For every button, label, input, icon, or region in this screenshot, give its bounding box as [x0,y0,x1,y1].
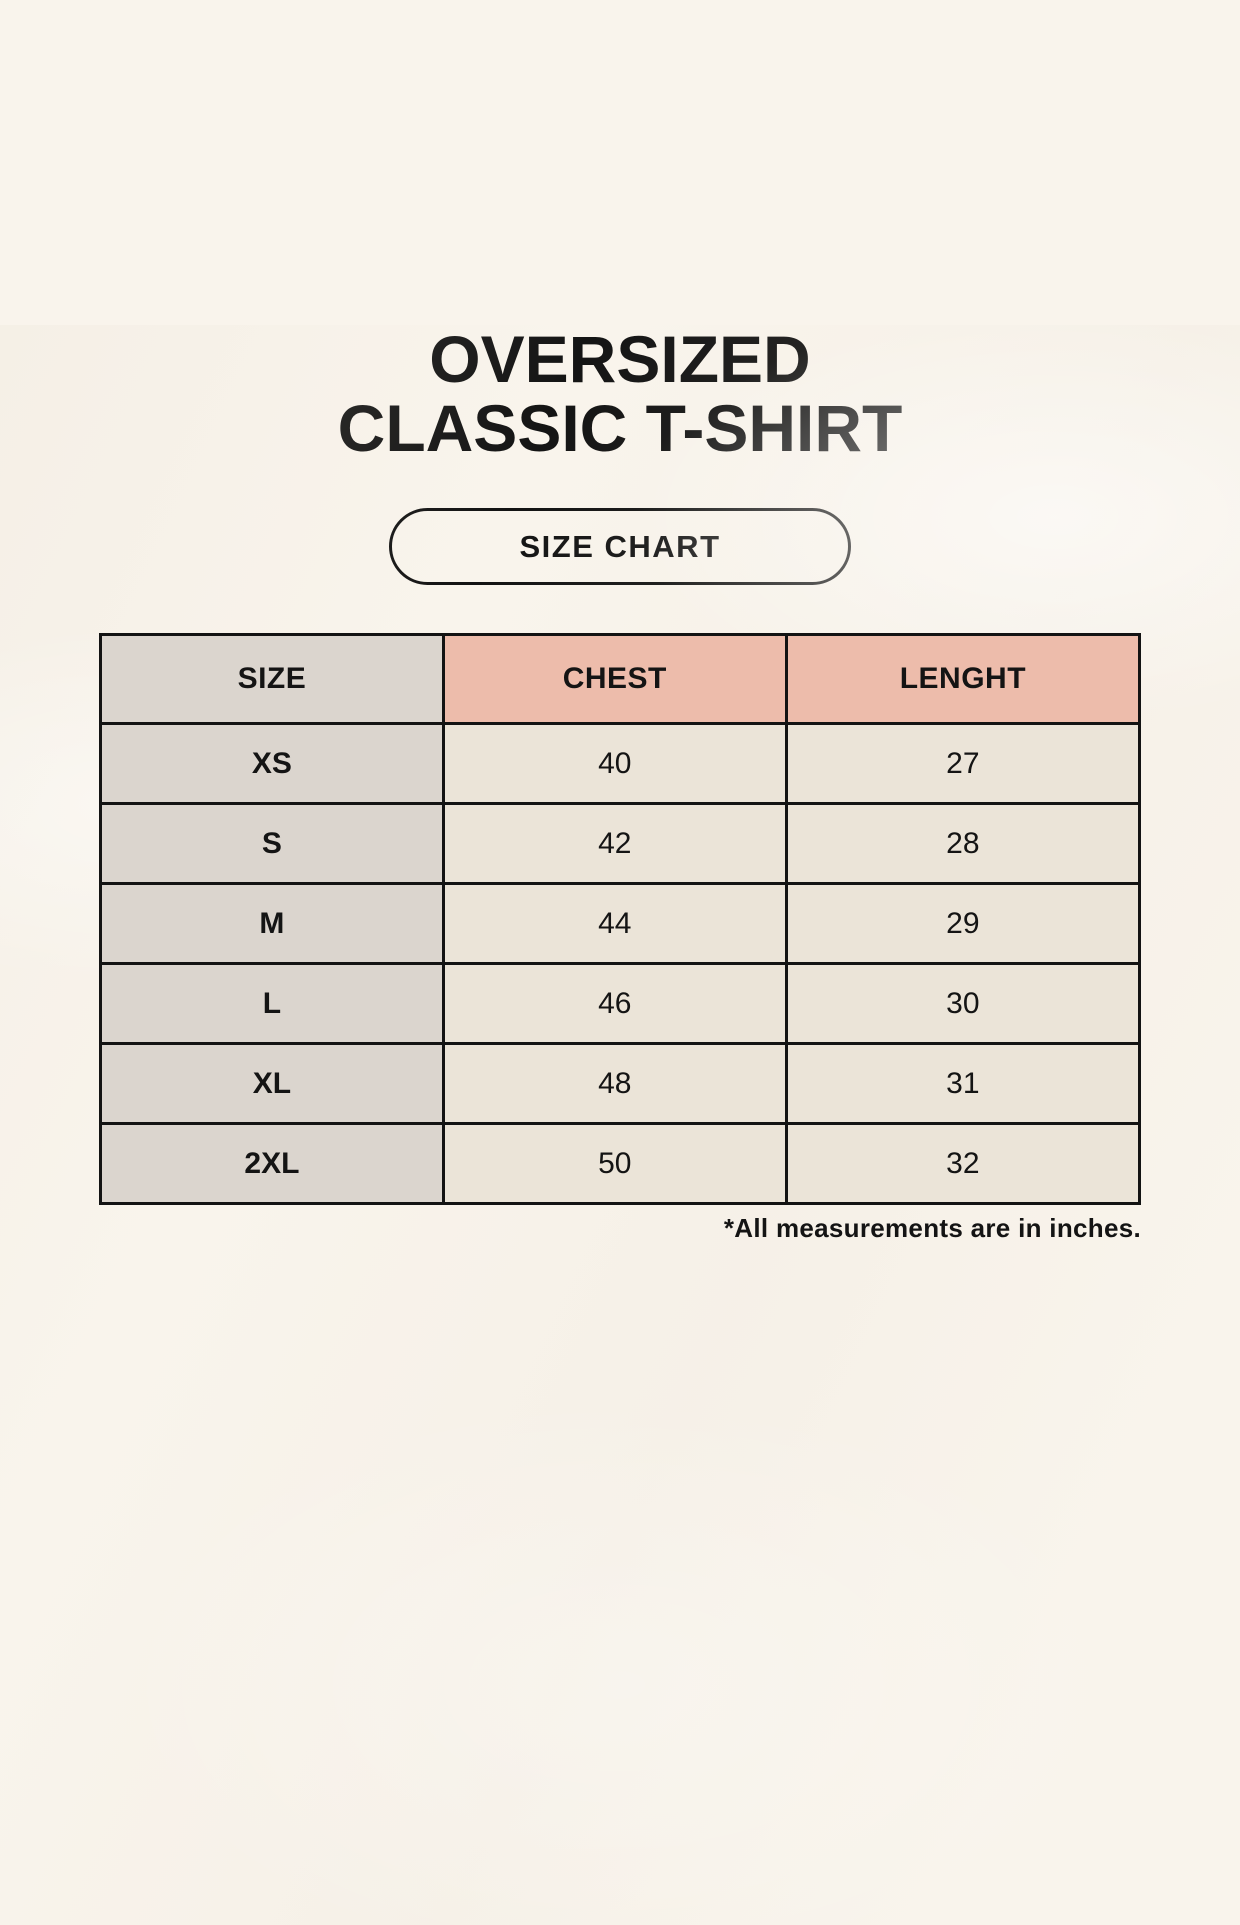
page-title: OVERSIZED CLASSIC T-SHIRT [0,325,1240,462]
column-header-chest: CHEST [441,633,788,726]
size-row-xl: XL 48 31 [99,1042,1142,1126]
size-chart-badge: SIZE CHART [389,508,851,586]
size-chart-badge-label: SIZE CHART [519,528,721,564]
page-title-line2: CLASSIC T-SHIRT [337,390,903,465]
header-row: SIZE CHEST LENGHT [99,633,1142,726]
size-row-2xl: 2XL 50 32 [99,1122,1142,1206]
size-label-cell: XS [99,722,445,806]
measurement-cell: 50 [441,1122,788,1206]
page-title-line1: OVERSIZED [429,322,811,396]
size-label-cell: M [99,882,445,966]
size-label-cell: S [99,802,445,886]
measurement-cell: 30 [784,962,1142,1046]
column-header-size: SIZE [99,633,445,726]
measurement-cell: 48 [441,1042,788,1126]
size-table-wrapper: SIZE CHEST LENGHT XS 40 27 S 42 28 M 44 29 L 46 30 XL 4… [99,633,1142,1244]
size-row-m: M 44 29 [99,882,1142,966]
size-row-xs: XS 40 27 [99,722,1142,806]
measurement-cell: 46 [441,962,788,1046]
column-header-lenght: LENGHT [784,633,1142,726]
measurement-cell: 42 [441,802,788,886]
size-label-cell: 2XL [99,1122,445,1206]
size-row-s: S 42 28 [99,802,1142,886]
size-table-header: SIZE CHEST LENGHT [99,633,1142,726]
measurement-cell: 28 [784,802,1142,886]
size-label-cell: L [99,962,445,1046]
measurement-cell: 27 [784,722,1142,806]
measurement-cell: 31 [784,1042,1142,1126]
measurement-cell: 44 [441,882,788,966]
measurement-cell: 29 [784,882,1142,966]
measurements-footnote: *All measurements are in inches. [723,1213,1141,1244]
size-row-l: L 46 30 [99,962,1142,1046]
size-table-body: XS 40 27 S 42 28 M 44 29 L 46 30 XL 48 31 2XL 50 32 [99,722,1142,1206]
badge-row: SIZE CHART [0,508,1240,586]
measurement-cell: 40 [441,722,788,806]
size-table: SIZE CHEST LENGHT XS 40 27 S 42 28 M 44 29 L 46 30 XL 4… [99,633,1142,1206]
size-label-cell: XL [99,1042,445,1126]
measurement-cell: 32 [784,1122,1142,1206]
